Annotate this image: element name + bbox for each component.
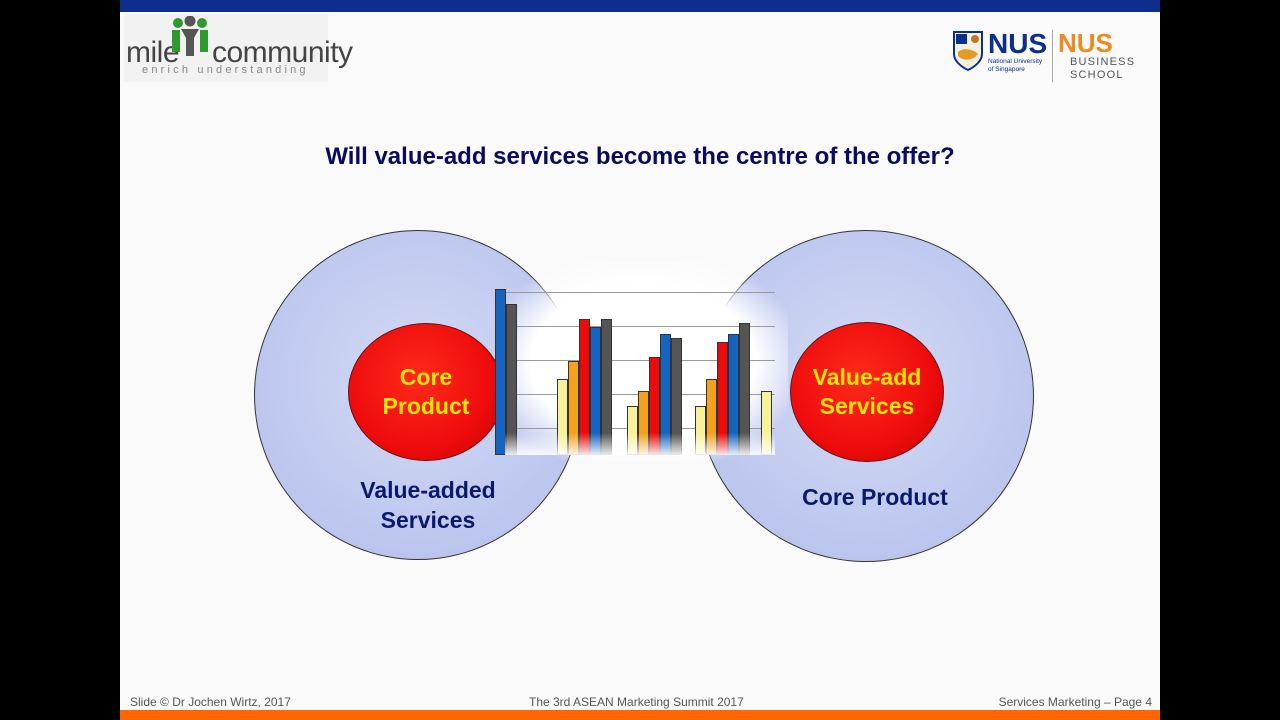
top-bar [120, 0, 1160, 12]
gridline [505, 360, 775, 361]
nus-subtitle-line1: National University [988, 58, 1043, 65]
left-inner-line1: Core [399, 364, 453, 390]
logo-divider [1052, 30, 1053, 82]
logo-text-community: community [212, 36, 353, 69]
right-inner-line2: Services [819, 393, 915, 419]
left-inner-line2: Product [382, 393, 470, 419]
left-outer-line2: Services [380, 507, 476, 533]
logo-tagline: enrich understanding [142, 64, 309, 76]
nus-crest-icon [953, 31, 983, 72]
chart-bar [495, 288, 506, 455]
bar-chart [495, 280, 775, 455]
logo-text-mile: mile [126, 36, 180, 69]
right-inner-line1: Value-add [812, 364, 922, 390]
footer-copyright: Slide © Dr Jochen Wirtz, 2017 [130, 695, 291, 709]
slide-title: Will value-add services become the centr… [325, 143, 955, 170]
business-school-text: BUSINESS SCHOOL [1070, 56, 1135, 82]
footer-event: The 3rd ASEAN Marketing Summit 2017 [529, 695, 744, 709]
right-inner-circle: Value-add Services [790, 322, 944, 462]
chart-bottom-fade [505, 433, 775, 455]
school-text: SCHOOL [1070, 69, 1124, 81]
nus-business-wordmark: NUS [1058, 28, 1113, 58]
left-outer-line1: Value-added [360, 477, 496, 503]
gridline [505, 292, 775, 293]
right-outer-label: Core Product [802, 484, 948, 510]
bottom-bar [120, 710, 1160, 720]
left-outer-label: Value-added Services [318, 475, 538, 535]
slide: mile community enrich understanding NUS … [120, 0, 1160, 720]
business-text: BUSINESS [1070, 56, 1136, 68]
mile-community-logo: mile community enrich understanding [124, 14, 353, 82]
nus-wordmark: NUS [988, 28, 1048, 59]
nus-subtitle-line2: of Singapore [988, 66, 1025, 73]
nus-logo: NUS National University of Singapore NUS… [950, 28, 1150, 86]
people-icon [172, 16, 208, 56]
footer-page: Services Marketing – Page 4 [998, 695, 1152, 709]
gridline [505, 326, 775, 327]
nus-subtitle: National University of Singapore [988, 58, 1042, 74]
left-inner-circle: Core Product [348, 323, 504, 461]
